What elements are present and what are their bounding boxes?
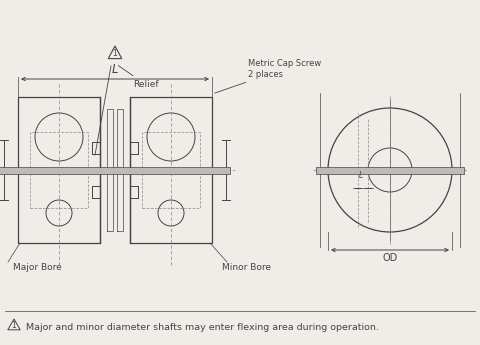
Text: 1: 1: [12, 321, 16, 329]
Text: L: L: [112, 63, 118, 76]
Text: Metric Cap Screw
2 places: Metric Cap Screw 2 places: [215, 59, 321, 93]
Text: L: L: [359, 171, 363, 180]
Text: Major Bore: Major Bore: [13, 263, 62, 272]
Text: Major and minor diameter shafts may enter flexing area during operation.: Major and minor diameter shafts may ente…: [26, 323, 379, 332]
Text: Minor Bore: Minor Bore: [222, 263, 271, 272]
Polygon shape: [0, 167, 230, 174]
Text: Relief: Relief: [118, 66, 158, 89]
Text: 1: 1: [113, 49, 118, 58]
Text: OD: OD: [383, 253, 397, 263]
Polygon shape: [316, 167, 464, 174]
